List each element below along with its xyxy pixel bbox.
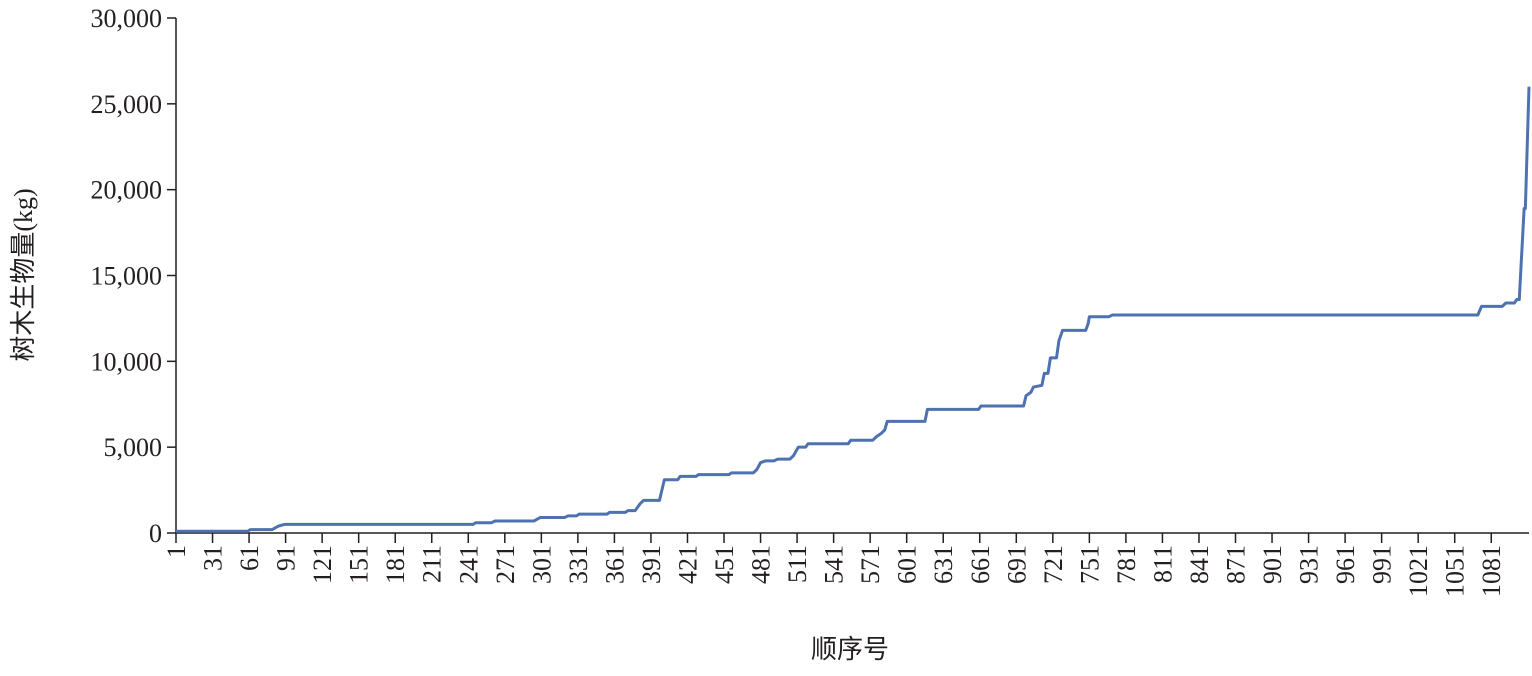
x-tick-label: 631 xyxy=(929,545,958,584)
x-tick-label: 721 xyxy=(1039,545,1068,584)
x-tick-label: 151 xyxy=(345,545,374,584)
x-tick-label: 451 xyxy=(710,545,739,584)
x-tick-label: 211 xyxy=(418,545,447,583)
x-tick-label: 421 xyxy=(673,545,702,584)
x-tick-label: 751 xyxy=(1075,545,1104,584)
x-tick-label: 61 xyxy=(235,545,264,571)
x-tick-label: 841 xyxy=(1185,545,1214,584)
x-tick-label: 961 xyxy=(1331,545,1360,584)
y-tick-label: 15,000 xyxy=(91,262,163,291)
x-tick-label: 91 xyxy=(272,545,301,571)
x-tick-label: 991 xyxy=(1368,545,1397,584)
x-tick-label: 31 xyxy=(199,545,228,571)
x-tick-label: 601 xyxy=(893,545,922,584)
x-tick-label: 1051 xyxy=(1441,545,1470,597)
x-tick-label: 121 xyxy=(308,545,337,584)
x-tick-label: 811 xyxy=(1148,545,1177,583)
x-tick-label: 1021 xyxy=(1404,545,1433,597)
x-tick-label: 541 xyxy=(820,545,849,584)
y-axis-label: 树木生物量(kg) xyxy=(9,188,38,361)
y-tick-label: 25,000 xyxy=(91,90,163,119)
x-tick-label: 931 xyxy=(1295,545,1324,584)
x-tick-label: 1081 xyxy=(1477,545,1506,597)
x-tick-label: 901 xyxy=(1258,545,1287,584)
x-tick-label: 331 xyxy=(564,545,593,584)
x-tick-label: 301 xyxy=(527,545,556,584)
x-tick-label: 391 xyxy=(637,545,666,584)
y-tick-label: 20,000 xyxy=(91,176,163,205)
x-tick-label: 181 xyxy=(381,545,410,584)
y-tick-label: 10,000 xyxy=(91,347,163,376)
x-tick-label: 781 xyxy=(1112,545,1141,584)
x-tick-label: 241 xyxy=(454,545,483,584)
x-axis-label: 顺序号 xyxy=(811,635,889,664)
x-tick-label: 691 xyxy=(1002,545,1031,584)
data-line xyxy=(176,86,1531,533)
y-tick-label: 5,000 xyxy=(104,433,163,462)
x-tick-label: 361 xyxy=(600,545,629,584)
x-tick-label: 661 xyxy=(966,545,995,584)
x-tick-label: 1 xyxy=(162,545,191,558)
x-tick-label: 271 xyxy=(491,545,520,584)
x-tick-label: 571 xyxy=(856,545,885,584)
x-tick-label: 481 xyxy=(747,545,776,584)
y-tick-label: 30,000 xyxy=(91,4,163,33)
x-tick-label: 871 xyxy=(1222,545,1251,584)
x-tick-label: 511 xyxy=(783,545,812,583)
y-tick-label: 0 xyxy=(149,519,162,548)
